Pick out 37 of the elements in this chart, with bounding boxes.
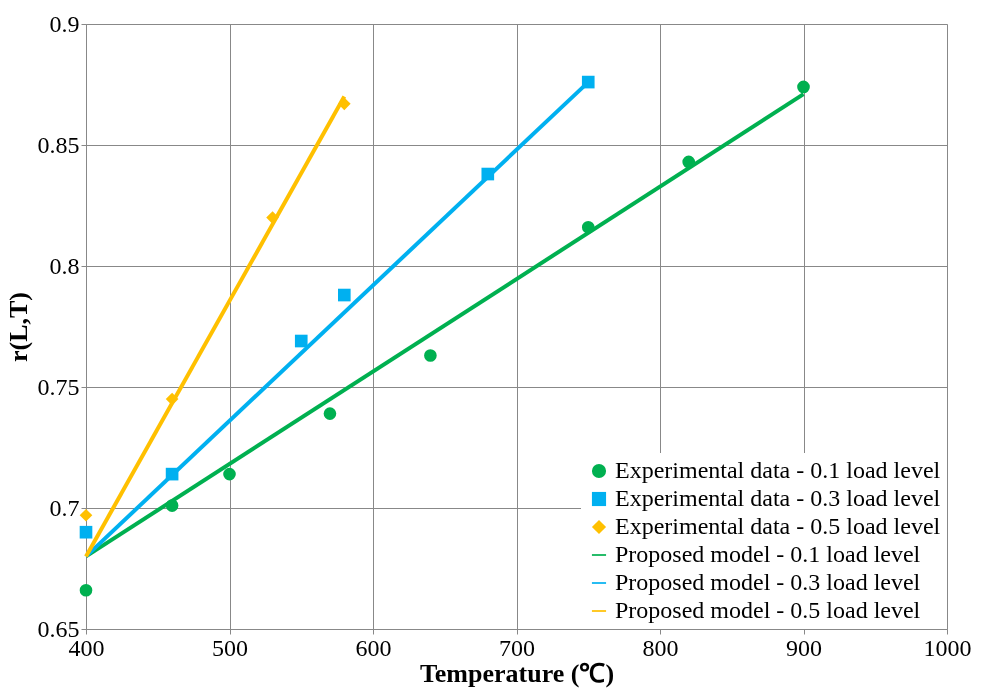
point	[797, 80, 810, 94]
x-tick-label: 500	[212, 634, 248, 661]
y-tick-label: 0.8	[49, 252, 80, 279]
point	[682, 155, 696, 169]
point	[323, 407, 337, 420]
point	[165, 392, 179, 406]
point	[424, 349, 437, 362]
point	[294, 334, 308, 348]
point	[337, 288, 351, 302]
point	[581, 75, 595, 89]
point	[165, 467, 179, 481]
legend-label: Proposed model - 0.3 load level	[615, 569, 921, 595]
legend-label: Experimental data - 0.5 load level	[615, 513, 941, 539]
y-tick-label: 0.9	[49, 10, 80, 37]
x-tick-label: 1000	[923, 634, 972, 661]
point	[79, 525, 93, 539]
y-tick-label: 0.85	[37, 131, 80, 158]
point	[223, 467, 236, 481]
x-tick-label: 700	[499, 634, 535, 661]
point	[165, 499, 179, 512]
x-axis-title: Temperature (℃)	[419, 658, 615, 688]
legend-label: Experimental data - 0.3 load level	[615, 485, 941, 511]
point	[79, 508, 93, 522]
point	[337, 97, 351, 111]
x-tick-label: 600	[355, 634, 392, 661]
x-tick-label: 800	[642, 634, 679, 661]
legend-label: Proposed model - 0.5 load level	[615, 597, 921, 623]
y-axis-title: r(L,T)	[3, 291, 33, 363]
y-tick-label: 0.75	[37, 373, 80, 400]
y-tick-label: 0.7	[49, 494, 80, 521]
legend-label: Proposed model - 0.1 load level	[615, 541, 921, 567]
legend-label: Experimental data - 0.1 load level	[615, 457, 941, 483]
x-tick-label: 900	[786, 634, 822, 661]
point	[581, 220, 595, 234]
point	[79, 583, 93, 597]
point	[266, 211, 279, 224]
point	[481, 167, 495, 181]
